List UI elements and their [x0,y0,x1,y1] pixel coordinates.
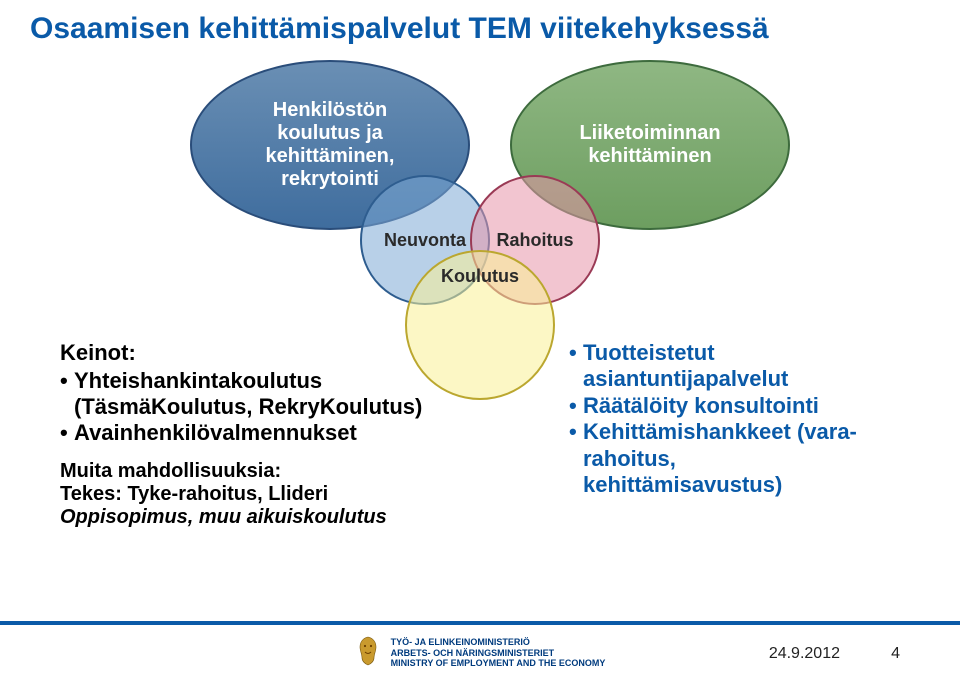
right-item: Räätälöity konsultointi [569,393,920,419]
circle-koulutus-label: Koulutus [441,252,519,287]
page-title: Osaamisen kehittämispalvelut TEM viiteke… [30,12,769,46]
ellipse-hr-label: Henkilöstönkoulutus jakehittäminen,rekry… [266,99,395,191]
lion-icon [355,636,381,671]
footer-logo-text: TYÖ- JA ELINKEINOMINISTERIÖARBETS- OCH N… [391,637,606,668]
right-sub: kehittämisavustus) [569,472,920,498]
circle-neuvonta-label: Neuvonta [384,230,466,251]
right-list: Tuotteistetut asiantuntijapalvelut Räätä… [569,340,920,472]
keinot-item: Avainhenkilövalmennukset [60,420,489,446]
right-item: Kehittämishankkeet (vara-rahoitus, [569,419,920,472]
keinot-list2: Avainhenkilövalmennukset [60,420,489,446]
footer-logo: TYÖ- JA ELINKEINOMINISTERIÖARBETS- OCH N… [355,636,606,671]
circle-koulutus: Koulutus [405,250,555,400]
footer: TYÖ- JA ELINKEINOMINISTERIÖARBETS- OCH N… [0,621,960,681]
slide: Osaamisen kehittämispalvelut TEM viiteke… [0,0,960,681]
right-item: Tuotteistetut asiantuntijapalvelut [569,340,920,393]
muita-heading: Muita mahdollisuuksia: [60,460,489,483]
keinot-sub: (TäsmäKoulutus, RekryKoulutus) [60,394,489,420]
footer-page: 4 [891,645,900,663]
footer-date: 24.9.2012 [769,645,840,663]
right-column: Tuotteistetut asiantuntijapalvelut Räätä… [569,340,920,529]
ellipse-biz-label: Liiketoiminnankehittäminen [579,122,720,168]
muita-block: Muita mahdollisuuksia: Tekes: Tyke-rahoi… [60,460,489,529]
muita-line: Tekes: Tyke-rahoitus, Llideri [60,483,489,506]
circle-rahoitus-label: Rahoitus [496,230,573,251]
venn-diagram: Henkilöstönkoulutus jakehittäminen,rekry… [140,60,820,340]
muita-line: Oppisopimus, muu aikuiskoulutus [60,506,489,529]
